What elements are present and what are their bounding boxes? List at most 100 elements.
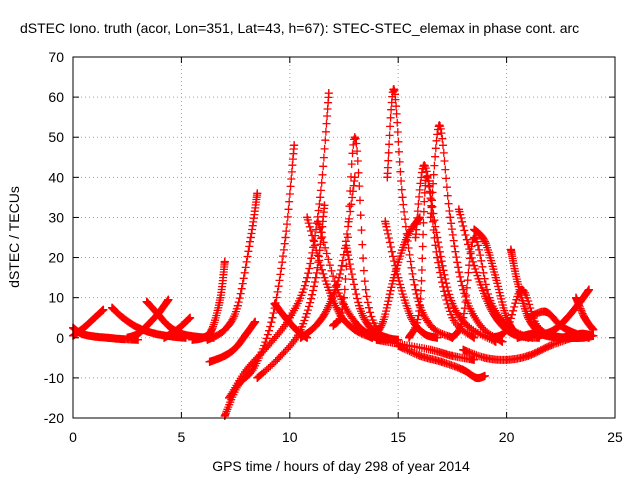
data-point — [446, 213, 455, 222]
data-point — [311, 321, 320, 330]
chart-title: dSTEC Iono. truth (acor, Lon=351, Lat=43… — [20, 20, 579, 36]
data-point — [77, 329, 86, 338]
data-point — [188, 335, 197, 344]
data-point — [513, 277, 522, 286]
data-point — [381, 217, 390, 226]
data-point — [153, 309, 162, 318]
data-point — [506, 245, 515, 254]
data-point — [281, 233, 290, 242]
data-series-16 — [296, 173, 359, 342]
data-point — [142, 297, 151, 306]
data-point — [350, 325, 359, 334]
data-series-6 — [160, 313, 195, 342]
data-point — [90, 313, 99, 322]
data-point — [426, 321, 435, 330]
y-tick-label: 20 — [48, 250, 64, 266]
data-point — [420, 329, 429, 338]
data-point — [160, 333, 169, 342]
y-tick-label: 40 — [48, 169, 64, 185]
x-tick-label: 0 — [69, 429, 77, 445]
data-point — [274, 353, 283, 362]
data-point — [459, 313, 468, 322]
data-point — [324, 89, 333, 98]
data-point — [426, 345, 435, 354]
data-point — [99, 305, 108, 314]
data-point — [342, 241, 351, 250]
x-tick-label: 5 — [178, 429, 186, 445]
data-point — [251, 317, 260, 326]
plot-data — [69, 85, 598, 420]
data-point — [205, 357, 214, 366]
ticks: 0 5 10 15 20 25 -20 -10 0 10 20 30 40 50 60 70 — [44, 49, 623, 445]
y-axis-label: dSTEC / TECUs — [6, 186, 22, 288]
data-point — [394, 273, 403, 282]
x-axis-label: GPS time / hours of day 298 of year 2014 — [212, 458, 470, 474]
data-point — [281, 313, 290, 322]
data-point — [405, 333, 414, 342]
data-point — [459, 345, 468, 354]
data-point — [270, 299, 279, 308]
data-point — [535, 331, 544, 340]
data-point — [173, 325, 182, 334]
data-point — [485, 301, 494, 310]
data-point — [584, 285, 593, 294]
data-point — [524, 351, 533, 360]
data-point — [448, 313, 457, 322]
data-point — [177, 329, 186, 338]
data-point — [398, 193, 407, 202]
data-point — [470, 233, 479, 242]
data-point — [383, 173, 392, 182]
data-point — [220, 351, 229, 360]
y-tick-label: -20 — [44, 410, 64, 426]
data-point — [491, 273, 500, 282]
data-point — [480, 371, 489, 380]
data-point — [379, 317, 388, 326]
data-series-37 — [571, 293, 598, 334]
data-point — [108, 303, 117, 312]
data-point — [463, 321, 472, 330]
data-series-17 — [329, 133, 385, 342]
data-point — [242, 365, 251, 374]
data-series-4 — [123, 295, 173, 342]
data-point — [415, 301, 424, 310]
data-point — [433, 253, 442, 262]
data-point — [480, 237, 489, 246]
data-point — [556, 333, 565, 342]
data-point — [144, 319, 153, 328]
data-point — [103, 333, 112, 342]
data-point — [231, 343, 240, 352]
data-point — [337, 261, 346, 270]
data-point — [550, 325, 559, 334]
data-point — [571, 293, 580, 302]
data-point — [372, 335, 381, 344]
data-point — [394, 339, 403, 348]
y-tick-label: 50 — [48, 129, 64, 145]
data-point — [303, 273, 312, 282]
data-point — [134, 329, 143, 338]
data-point — [448, 333, 457, 342]
data-point — [580, 313, 589, 322]
data-point — [246, 233, 255, 242]
data-point — [151, 329, 160, 338]
x-tick-label: 15 — [390, 429, 406, 445]
data-series-9 — [205, 317, 260, 366]
data-point — [487, 333, 496, 342]
data-point — [389, 85, 398, 94]
data-point — [459, 285, 468, 294]
data-point — [459, 365, 468, 374]
data-point — [296, 333, 305, 342]
data-point — [541, 307, 550, 316]
x-tick-label: 20 — [499, 429, 515, 445]
plot-frame — [72, 56, 616, 419]
y-tick-label: 70 — [48, 49, 64, 65]
data-point — [350, 317, 359, 326]
data-point — [268, 313, 277, 322]
data-point — [216, 293, 225, 302]
data-point — [320, 273, 329, 282]
data-point — [446, 293, 455, 302]
data-series-2 — [69, 323, 143, 344]
data-point — [454, 205, 463, 214]
data-point — [233, 301, 242, 310]
data-point — [589, 325, 598, 334]
